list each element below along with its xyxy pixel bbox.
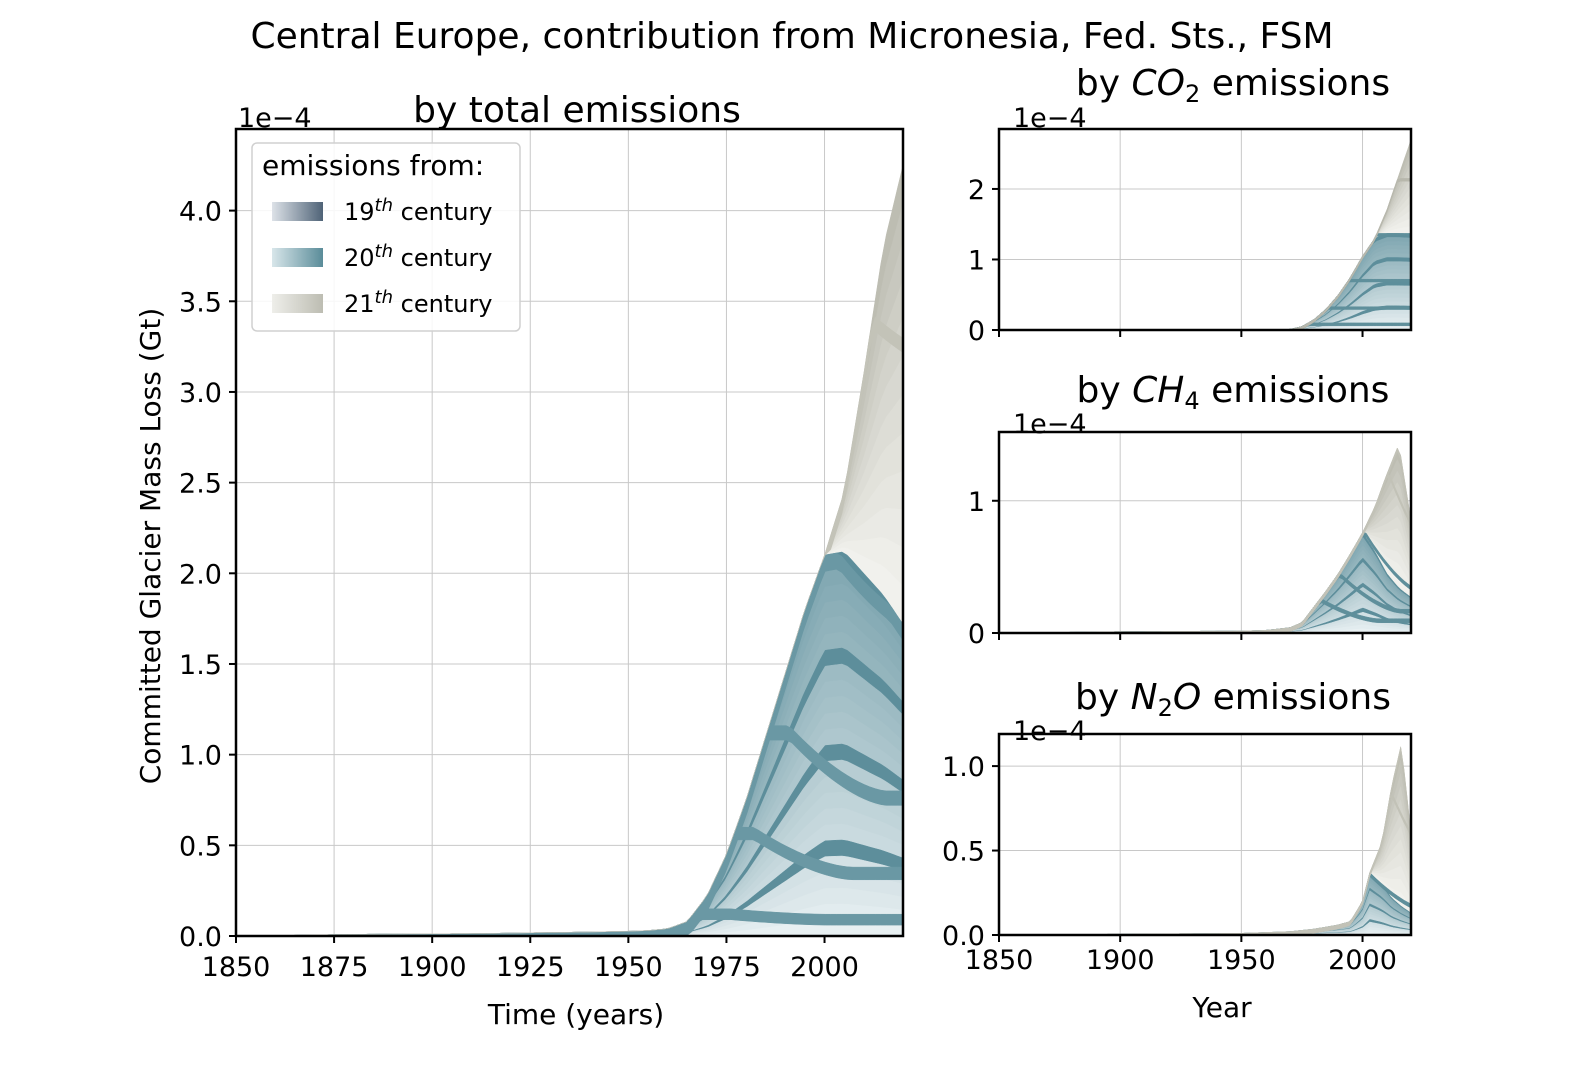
- legend-entry-21st: 21th century: [272, 287, 493, 318]
- n2o-xtick-label-2: 1950: [1207, 945, 1276, 976]
- n2o-peak-ridge-1: [999, 792, 1412, 936]
- panel-total-title: by total emissions: [413, 90, 741, 131]
- n2o-band-21st-11: [999, 759, 1412, 936]
- legend-label-20th: 20th century: [344, 241, 493, 272]
- panel-total-xlabel: Time (years): [487, 998, 664, 1031]
- n2o-ytick-label-0: 0.0: [942, 921, 985, 952]
- legend-entry-19th: 19th century: [272, 195, 493, 226]
- n2o-band-21st-7: [999, 812, 1412, 936]
- legend: emissions from: 19th century 20th centur…: [251, 142, 521, 332]
- legend-swatch-19th: [272, 202, 323, 221]
- total-xtick-label-6: 2000: [790, 952, 859, 983]
- co2-ytick-label-0: 0: [968, 316, 985, 347]
- legend-label-21st-number: 21: [344, 290, 375, 318]
- legend-label-19th: 19th century: [344, 195, 493, 226]
- panel-co2-title: by CO2 emissions: [1076, 63, 1390, 108]
- legend-label-20th-number: 20: [344, 244, 375, 272]
- legend-swatch-20th: [272, 248, 323, 267]
- legend-label-21st-suffix: th: [375, 287, 393, 308]
- panel-ch4-emissions: by CH4 emissions 1e−4 0 1: [968, 370, 1413, 650]
- legend-swatch-21st: [272, 294, 323, 313]
- total-ytick-label-1: 0.5: [179, 831, 222, 862]
- legend-label-21st: 21th century: [344, 287, 493, 318]
- ch4-ytick-label-1: 1: [968, 487, 985, 518]
- legend-title: emissions from:: [262, 149, 484, 182]
- n2o-band-21st-8: [999, 798, 1412, 936]
- n2o-band-21st-6: [999, 825, 1412, 936]
- panel-ch4-offset-text: 1e−4: [1013, 409, 1087, 440]
- n2o-xtick-label-3: 2000: [1328, 945, 1397, 976]
- total-axes-frame: [234, 127, 905, 938]
- panel-n2o-emissions: by N2O emissions 1e−4 1850 1900 1950 2000 0.…: [942, 677, 1413, 1024]
- n2o-band-21st-9: [999, 786, 1412, 936]
- legend-label-20th-word: century: [393, 244, 493, 272]
- ch4-ytick-label-0: 0: [968, 619, 985, 650]
- panel-n2o-xlabel: Year: [1191, 991, 1252, 1024]
- ch4-axes-frame: [997, 430, 1413, 635]
- total-ytick-label-8: 4.0: [179, 197, 222, 228]
- panel-co2-emissions: by CO2 emissions 1e−4 012: [968, 63, 1413, 347]
- total-ytick-label-5: 2.5: [179, 469, 222, 500]
- legend-label-19th-word: century: [393, 198, 493, 226]
- total-ytick-label-0: 0.0: [179, 922, 222, 953]
- panel-ch4-title: by CH4 emissions: [1077, 370, 1390, 415]
- total-xtick-label-4: 1950: [594, 952, 663, 983]
- legend-label-19th-number: 19: [344, 198, 375, 226]
- panel-total-ylabel: Committed Glacier Mass Loss (Gt): [134, 308, 167, 785]
- total-xtick-label-1: 1875: [300, 952, 369, 983]
- legend-label-19th-suffix: th: [375, 195, 393, 216]
- total-ytick-label-2: 1.0: [179, 741, 222, 772]
- n2o-axes-frame: [997, 732, 1413, 937]
- n2o-band-21st-5: [999, 838, 1412, 936]
- n2o-band-21st-12: [999, 746, 1412, 936]
- legend-label-20th-suffix: th: [375, 241, 393, 262]
- legend-entry-20th: 20th century: [272, 241, 493, 272]
- figure-suptitle: Central Europe, contribution from Micron…: [250, 16, 1333, 57]
- legend-box: [251, 142, 521, 332]
- total-xtick-label-5: 1975: [692, 952, 761, 983]
- total-xtick-label-2: 1900: [398, 952, 467, 983]
- n2o-peak-ridge-2: [999, 746, 1412, 936]
- total-xtick-label-3: 1925: [496, 952, 565, 983]
- n2o-xtick-label-0: 1850: [965, 945, 1034, 976]
- n2o-ytick-label-1: 0.5: [942, 837, 985, 868]
- co2-axes-frame: [997, 127, 1413, 332]
- total-ytick-label-6: 3.0: [179, 378, 222, 409]
- n2o-xtick-label-1: 1900: [1086, 945, 1155, 976]
- panel-n2o-title: by N2O emissions: [1075, 677, 1391, 722]
- panel-total-emissions: by total emissions 1e−4 1850 1875 1900 1925…: [134, 90, 905, 1031]
- total-xtick-label-0: 1850: [202, 952, 271, 983]
- n2o-band-21st-10: [999, 773, 1412, 936]
- legend-label-21st-word: century: [393, 290, 493, 318]
- co2-ytick-label-1: 1: [968, 245, 985, 276]
- panel-n2o-offset-text: 1e−4: [1013, 716, 1087, 747]
- total-ytick-label-3: 1.5: [179, 650, 222, 681]
- n2o-ytick-label-2: 1.0: [942, 752, 985, 783]
- total-ytick-label-7: 3.5: [179, 287, 222, 318]
- co2-ytick-label-2: 2: [968, 175, 985, 206]
- total-ytick-label-4: 2.0: [179, 559, 222, 590]
